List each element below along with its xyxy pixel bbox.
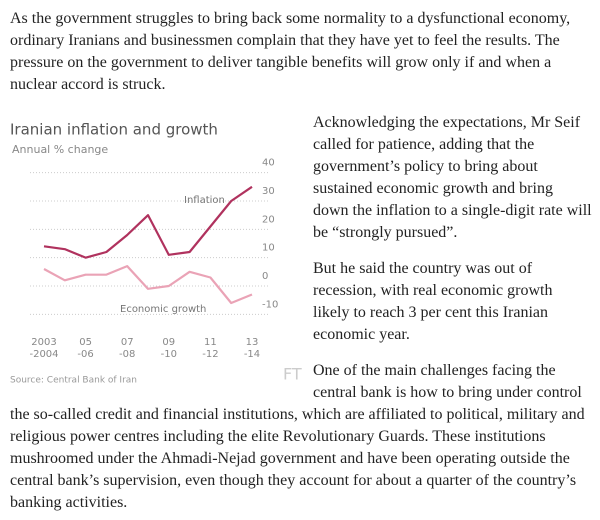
y-tick-label: 30 <box>262 186 275 197</box>
watermark: FT <box>283 365 302 384</box>
x-tick-label: 13 -14 <box>244 337 260 360</box>
paragraph: As the government struggles to bring bac… <box>10 10 571 93</box>
x-tick-label: 2003 -2004 <box>29 337 58 360</box>
series-label: Economic growth <box>120 304 206 315</box>
chart-subtitle: Annual % change <box>12 143 108 156</box>
chart: Iranian inflation and growth Annual % ch… <box>10 121 302 386</box>
y-tick-label: 20 <box>262 214 275 225</box>
paragraph: But he said the country was out of reces… <box>313 260 553 343</box>
x-tick-label: 11 -12 <box>202 337 218 360</box>
y-tick-label: 10 <box>262 243 275 254</box>
paragraph: One of the main challenges facing the ce… <box>10 362 585 511</box>
line <box>43 185 253 259</box>
y-tick-label: -10 <box>262 299 278 310</box>
x-tick-label: 05 -06 <box>77 337 93 360</box>
y-tick-label: 40 <box>262 158 275 169</box>
paragraph: Acknowledging the expectations, Mr Seif … <box>313 114 592 241</box>
x-tick-label: 09 -10 <box>161 337 177 360</box>
source: Source: Central Bank of Iran <box>10 376 137 386</box>
y-tick-label: 0 <box>262 271 268 282</box>
chart-title: Iranian inflation and growth <box>10 121 218 139</box>
series-label: Inflation <box>184 195 225 206</box>
line <box>43 265 253 305</box>
x-tick-label: 07 -08 <box>119 337 135 360</box>
